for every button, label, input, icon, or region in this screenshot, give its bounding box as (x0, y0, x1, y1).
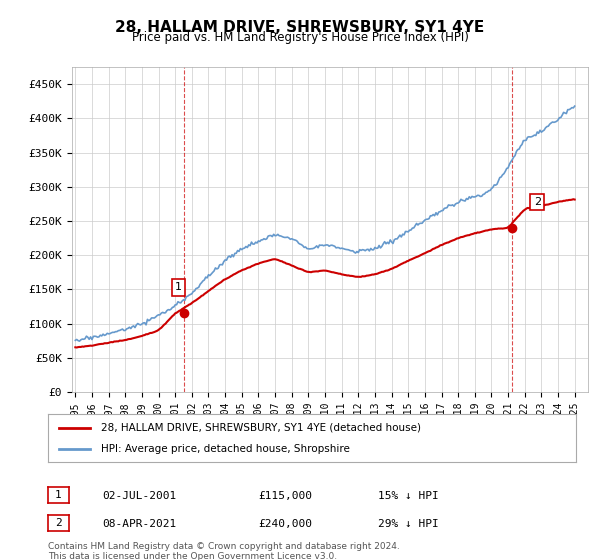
Text: Contains HM Land Registry data © Crown copyright and database right 2024.
This d: Contains HM Land Registry data © Crown c… (48, 542, 400, 560)
Text: 15% ↓ HPI: 15% ↓ HPI (378, 491, 439, 501)
Text: 2: 2 (55, 518, 62, 528)
Text: £240,000: £240,000 (258, 519, 312, 529)
Text: 1: 1 (55, 490, 62, 500)
Text: £115,000: £115,000 (258, 491, 312, 501)
Text: HPI: Average price, detached house, Shropshire: HPI: Average price, detached house, Shro… (101, 444, 350, 454)
Text: 1: 1 (175, 282, 182, 292)
Text: 28, HALLAM DRIVE, SHREWSBURY, SY1 4YE: 28, HALLAM DRIVE, SHREWSBURY, SY1 4YE (115, 20, 485, 35)
Text: 28, HALLAM DRIVE, SHREWSBURY, SY1 4YE (detached house): 28, HALLAM DRIVE, SHREWSBURY, SY1 4YE (d… (101, 423, 421, 433)
Text: 08-APR-2021: 08-APR-2021 (102, 519, 176, 529)
Text: 29% ↓ HPI: 29% ↓ HPI (378, 519, 439, 529)
Text: 2: 2 (533, 197, 541, 207)
Text: 02-JUL-2001: 02-JUL-2001 (102, 491, 176, 501)
Text: Price paid vs. HM Land Registry's House Price Index (HPI): Price paid vs. HM Land Registry's House … (131, 31, 469, 44)
